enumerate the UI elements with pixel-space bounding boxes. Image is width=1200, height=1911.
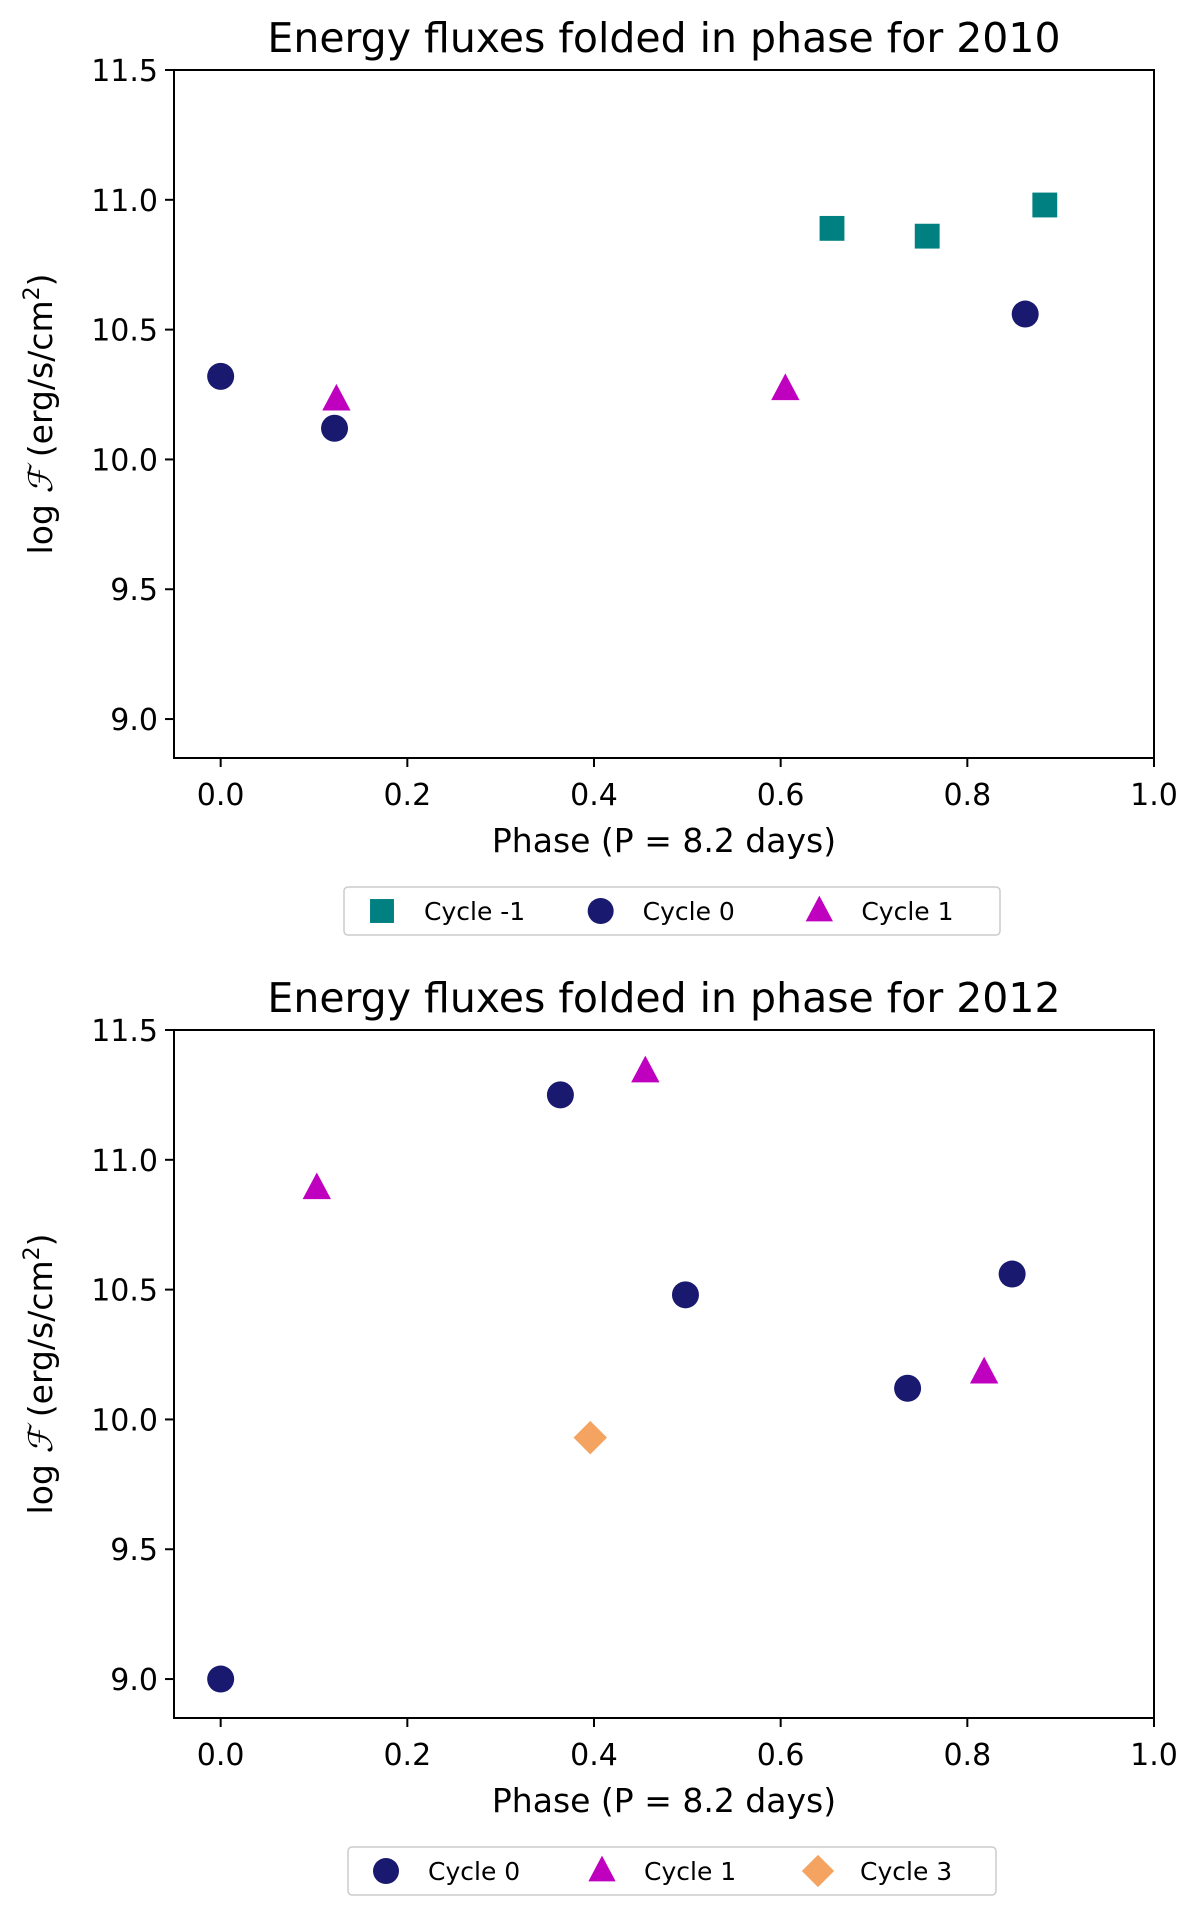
data-point-cycle-0: [671, 1281, 699, 1309]
y-tick-label: 9.5: [110, 1533, 158, 1568]
legend-frame: [343, 886, 1001, 936]
legend-frame: [347, 1846, 997, 1896]
y-axis-label-superscript: 2: [20, 1246, 45, 1260]
data-point-cycle-3: [573, 1420, 608, 1455]
y-tick-label: 10.5: [91, 1274, 158, 1309]
data-point-cycle-1: [969, 1356, 999, 1384]
y-axis-label-close: ): [21, 1234, 60, 1247]
legend-marker-2: [587, 898, 614, 924]
x-tick-label: 0.2: [383, 778, 431, 813]
y-tick-label: 11.0: [91, 1144, 158, 1179]
chart-panel-1: Energy fluxes folded in phase for 2010 0.…: [20, 14, 1178, 936]
chart-title: Energy fluxes folded in phase for 2010: [267, 14, 1060, 62]
y-axis-label: log ℱ (erg/s/cm2): [20, 274, 60, 555]
plot-area-frame: [173, 69, 1155, 759]
legend-marker-1: [373, 1858, 399, 1884]
data-point-cycle-0: [546, 1081, 574, 1109]
plot-area-frame: [173, 1029, 1155, 1719]
data-point-cycle-1: [322, 383, 351, 411]
legend-entry-label: Cycle -1: [424, 897, 525, 926]
data-point-cycle--1: [914, 223, 940, 249]
legend-entry-label: Cycle 1: [644, 1857, 736, 1886]
x-tick-label: 0.4: [570, 1738, 618, 1773]
legend-marker-3: [805, 895, 833, 922]
data-point-cycle-0: [894, 1374, 922, 1402]
y-tick-label: 11.5: [91, 54, 158, 89]
chart-title: Energy fluxes folded in phase for 2012: [267, 974, 1060, 1022]
y-tick-label: 11.0: [91, 184, 158, 219]
data-point-cycle-1: [302, 1172, 331, 1200]
x-tick-label: 0.2: [383, 1738, 431, 1773]
data-point-cycle-1: [631, 1055, 660, 1083]
y-axis-label-unit: (erg/s/cm: [21, 1260, 60, 1427]
legend: Cycle 0 Cycle 1 Cycle 3: [347, 1846, 997, 1896]
y-axis-label-prefix: log: [21, 1454, 60, 1515]
x-tick-label: 0.0: [197, 778, 245, 813]
y-axis-label-unit: (erg/s/cm: [21, 300, 60, 467]
legend-marker-1: [370, 899, 394, 923]
x-tick-label: 0.8: [943, 778, 991, 813]
legend-entry-label: Cycle 3: [860, 1857, 952, 1886]
data-point-cycle--1: [1032, 192, 1058, 218]
legend-marker-2: [588, 1855, 616, 1882]
x-tick-label: 0.6: [757, 1738, 805, 1773]
data-point-cycle-0: [998, 1260, 1026, 1288]
y-axis-label: log ℱ (erg/s/cm2): [20, 1234, 60, 1515]
y-tick-label: 9.0: [110, 1663, 158, 1698]
data-point-cycle-0: [321, 414, 349, 442]
data-points: [207, 1055, 1026, 1693]
y-tick-label: 9.5: [110, 573, 158, 608]
x-axis-label: Phase (P = 8.2 days): [492, 821, 836, 860]
y-tick-label: 9.0: [110, 703, 158, 738]
y-axis-label-prefix: log: [21, 494, 60, 555]
legend-entry-label: Cycle 0: [428, 1857, 520, 1886]
legend: Cycle -1 Cycle 0 Cycle 1: [343, 886, 1001, 936]
legend-marker-3: [801, 1854, 835, 1888]
y-tick-label: 11.5: [91, 1014, 158, 1049]
x-tick-label: 1.0: [1130, 1738, 1178, 1773]
y-tick-label: 10.5: [91, 314, 158, 349]
y-axis-label-close: ): [21, 274, 60, 287]
x-tick-label: 0.6: [757, 778, 805, 813]
data-point-cycle-1: [771, 373, 800, 401]
data-point-cycle-0: [207, 362, 235, 390]
x-tick-label: 0.8: [943, 1738, 991, 1773]
y-tick-label: 10.0: [91, 1403, 158, 1438]
legend-entry-label: Cycle 1: [861, 897, 953, 926]
y-tick-label: 10.0: [91, 443, 158, 478]
x-tick-label: 0.4: [570, 778, 618, 813]
data-point-cycle-0: [1011, 300, 1039, 328]
chart-panel-2: Energy fluxes folded in phase for 2012 0.…: [20, 974, 1178, 1896]
legend-entry-label: Cycle 0: [643, 897, 735, 926]
x-tick-label: 1.0: [1130, 778, 1178, 813]
x-axis-label: Phase (P = 8.2 days): [492, 1781, 836, 1820]
data-point-cycle-0: [207, 1665, 235, 1693]
data-point-cycle--1: [819, 215, 845, 241]
data-points: [207, 192, 1058, 442]
y-axis-label-superscript: 2: [20, 286, 45, 300]
x-tick-label: 0.0: [197, 1738, 245, 1773]
